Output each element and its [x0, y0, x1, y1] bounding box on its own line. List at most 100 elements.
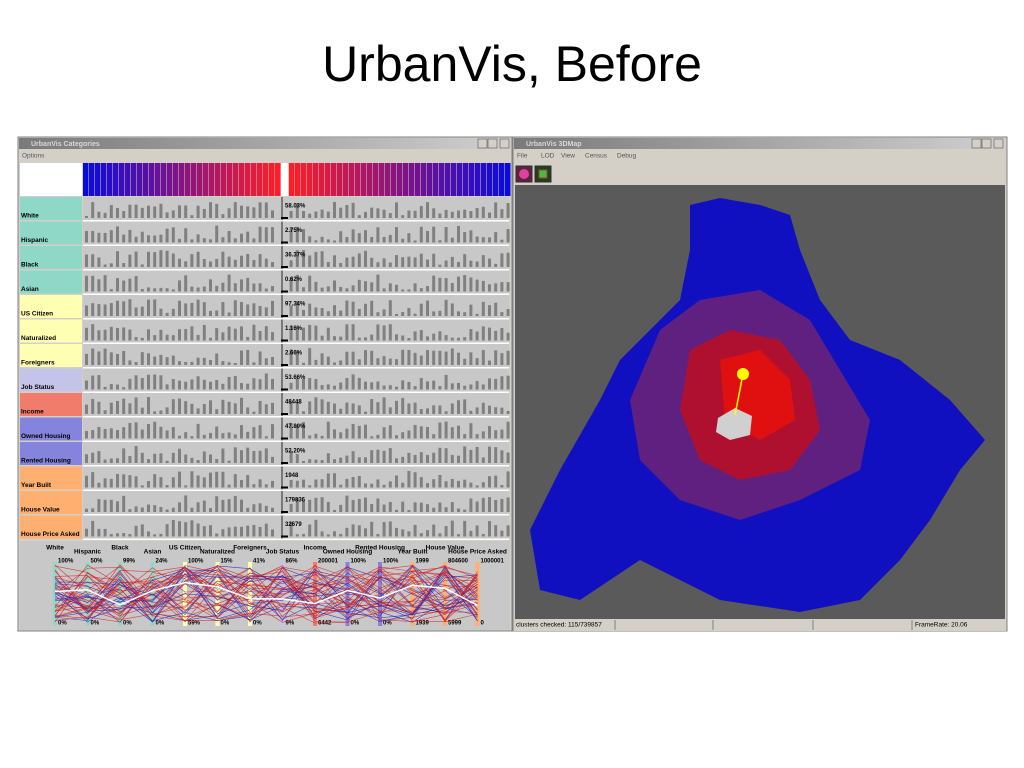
histogram-bar [116, 327, 119, 341]
menu-item[interactable]: View [561, 153, 575, 160]
histogram-bar [308, 485, 312, 488]
histogram-bar [103, 410, 107, 414]
histogram-bar [221, 529, 225, 537]
histogram-bar [209, 310, 212, 316]
histogram-bar [333, 362, 336, 365]
axis-label: House Price Asked [448, 549, 507, 556]
histogram-bar [314, 240, 318, 243]
histogram-bar [395, 475, 398, 488]
histogram-bar [419, 226, 423, 243]
histogram-bar [103, 264, 107, 267]
histogram-bar [202, 302, 206, 316]
histogram-bar [165, 460, 169, 463]
histogram-bar [221, 433, 225, 439]
maximize-button[interactable] [487, 138, 498, 149]
histogram-bar [407, 470, 411, 488]
histogram-bar [351, 351, 355, 365]
menu-item[interactable]: Census [585, 153, 608, 160]
menu-item[interactable]: File [517, 153, 528, 160]
histogram-bar [450, 383, 454, 390]
histogram-bar [196, 459, 200, 463]
menu-item[interactable]: LOD [541, 153, 555, 160]
row-value: 97.34% [285, 302, 306, 308]
minimize-button[interactable] [477, 138, 488, 149]
histogram-bar [178, 361, 181, 365]
histogram-bar [500, 312, 504, 316]
minimize-button[interactable] [971, 138, 982, 149]
histogram-bar [91, 348, 95, 365]
histogram-bar [271, 456, 274, 463]
histogram-bar [488, 497, 491, 512]
row-label-cell [20, 221, 82, 245]
pointer[interactable] [737, 368, 749, 380]
window-buttons [971, 138, 1004, 149]
histogram-bar [97, 499, 101, 512]
menu-item[interactable]: Options [22, 153, 45, 160]
histogram-bar [370, 521, 374, 537]
histogram-bar [481, 457, 485, 463]
histogram-bar [215, 285, 219, 292]
histogram-bar [209, 239, 212, 243]
histogram-bar [271, 529, 274, 537]
histogram-bar [320, 460, 324, 463]
histogram-bar [457, 311, 460, 316]
histogram-bar [494, 447, 498, 463]
histogram-bar [116, 533, 119, 537]
axis-min: 0 [481, 621, 485, 627]
histogram-bar [351, 476, 355, 488]
histogram-bar [314, 519, 318, 537]
histogram-bar [364, 483, 367, 488]
histogram-bar [103, 428, 107, 439]
close-button[interactable] [993, 138, 1004, 149]
histogram-bar [252, 259, 256, 267]
histogram-bar [419, 533, 423, 537]
histogram-bar [438, 213, 442, 218]
histogram-bar [258, 351, 262, 365]
histogram-bar [134, 336, 138, 341]
histogram-bar [171, 308, 175, 316]
row-label-cell [20, 393, 82, 416]
histogram-bar [450, 427, 454, 439]
histogram-bar [184, 495, 188, 512]
menu-item[interactable]: Debug [617, 153, 637, 160]
histogram-bar [109, 534, 113, 537]
histogram-bar [190, 436, 194, 439]
histogram-bar [240, 480, 243, 488]
histogram-bar [450, 403, 454, 414]
histogram-bar [333, 429, 336, 439]
histogram-bar [178, 258, 181, 267]
histogram-bar [295, 424, 299, 439]
histogram-bar [395, 458, 398, 463]
histogram-bar [233, 375, 237, 390]
maximize-button[interactable] [981, 138, 992, 149]
strip-cell [427, 163, 433, 196]
histogram-bar [413, 524, 417, 537]
profile-line [54, 570, 478, 623]
histogram-bar [85, 275, 88, 292]
histogram-bar [339, 408, 343, 414]
histogram-bar [388, 448, 392, 463]
histogram-bar [233, 259, 237, 267]
histogram-bar [289, 382, 293, 390]
histogram-bar [413, 402, 417, 414]
value-marker [281, 535, 288, 538]
value-marker [281, 511, 288, 513]
histogram-bar [233, 202, 237, 218]
row-value: 53.66% [285, 375, 306, 381]
histogram-bar [326, 327, 330, 341]
histogram-bar [252, 207, 256, 218]
histogram-bar [215, 426, 219, 439]
row-label-cell [20, 491, 82, 514]
close-button[interactable] [499, 138, 510, 149]
histogram-bar [388, 425, 392, 439]
histogram-bar [302, 211, 305, 218]
histogram-bar [165, 288, 169, 292]
histogram-bar [165, 357, 169, 365]
histogram-bar [233, 526, 237, 537]
row-value: 2.75% [285, 228, 303, 234]
histogram-bar [357, 525, 361, 537]
histogram-bar [426, 349, 429, 365]
histogram-bar [246, 431, 250, 439]
histogram-bar [314, 378, 318, 390]
strip-cell [245, 163, 251, 196]
